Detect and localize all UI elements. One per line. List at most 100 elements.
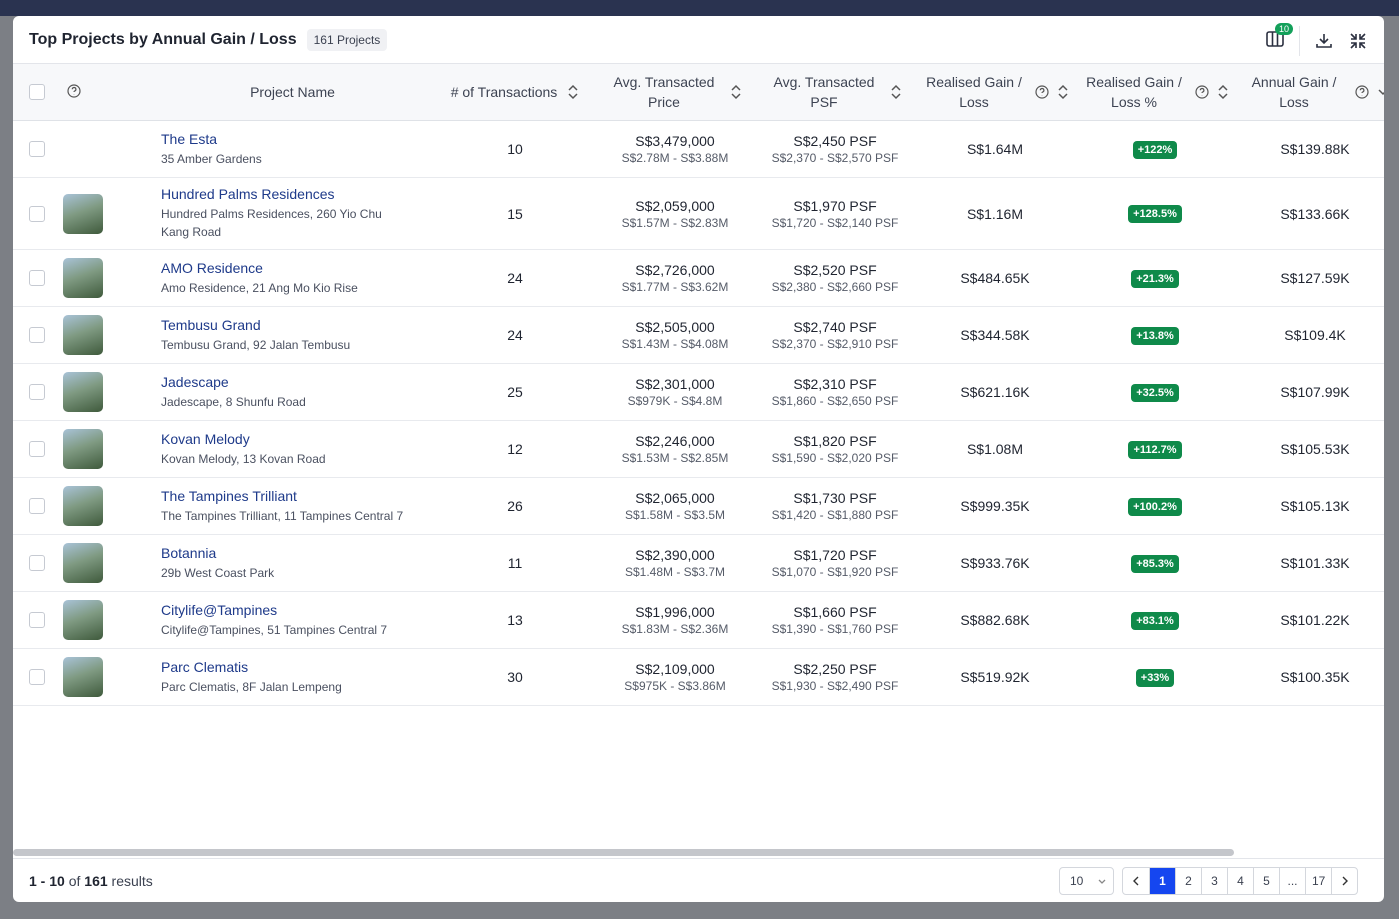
project-name[interactable]: The Tampines Trilliant	[161, 487, 297, 504]
columns-button[interactable]: 10	[1265, 22, 1293, 54]
realised-gain: S$519.92K	[960, 669, 1030, 685]
row-checkbox[interactable]	[29, 441, 45, 457]
checkbox-cell	[13, 205, 55, 222]
project-thumbnail	[63, 600, 103, 640]
price_range: S$1.48M - S$3.7M	[624, 565, 726, 579]
column-header[interactable]: Realised Gain / Loss %	[1075, 72, 1235, 112]
row-checkbox[interactable]	[29, 669, 45, 685]
prev-page[interactable]	[1123, 868, 1149, 894]
project-name[interactable]: The Esta	[161, 130, 218, 147]
page-button[interactable]: 1	[1149, 868, 1175, 894]
price-cell: S$2,505,000 S$1.43M - S$4.08M	[595, 319, 755, 351]
project-name[interactable]: Kovan Melody	[161, 430, 250, 447]
next-page[interactable]	[1331, 868, 1357, 894]
column-header[interactable]: Avg. Transacted PSF	[755, 72, 915, 112]
annual-gain: S$109.4K	[1284, 327, 1346, 343]
row-checkbox[interactable]	[29, 384, 45, 400]
table-row: Citylife@Tampines Citylife@Tampines, 51 T…	[13, 592, 1384, 649]
price_range: S$975K - S$3.86M	[624, 679, 726, 693]
row-checkbox[interactable]	[29, 327, 45, 343]
gain-pct: +112.7%	[1128, 440, 1182, 459]
column-header[interactable]: Project Name	[150, 82, 435, 102]
price-cell: S$2,301,000 S$979K - S$4.8M	[595, 376, 755, 408]
checkbox-cell	[13, 555, 55, 571]
gain-pct: +13.8%	[1131, 326, 1179, 345]
project-thumbnail	[63, 193, 103, 234]
transactions: 13	[507, 612, 523, 628]
realised-gain: S$1.08M	[966, 441, 1024, 457]
price-cell: S$3,479,000 S$2.78M - S$3.88M	[595, 133, 755, 165]
psf: S$2,520 PSF	[793, 262, 877, 278]
download-button[interactable]	[1314, 31, 1334, 51]
gain-pct: +21.3%	[1131, 269, 1179, 288]
modal-header: Top Projects by Annual Gain / Loss 161 P…	[13, 16, 1384, 64]
annual-gain: S$105.13K	[1280, 498, 1350, 514]
annual-gain: S$133.66K	[1280, 205, 1350, 222]
name-cell: Jadescape Jadescape, 8 Shunfu Road	[150, 374, 435, 411]
price_range: S$979K - S$4.8M	[627, 394, 723, 408]
price_range: S$1.57M - S$2.83M	[621, 215, 729, 230]
gain-pct-cell: +83.1%	[1075, 611, 1235, 630]
price-cell: S$2,065,000 S$1.58M - S$3.5M	[595, 490, 755, 522]
project-name[interactable]: Tembusu Grand	[161, 316, 261, 333]
table-row: The Esta 35 Amber Gardens 10 S$3,479,000 S$2…	[13, 121, 1384, 178]
transactions: 26	[507, 498, 523, 514]
name-cell: Kovan Melody Kovan Melody, 13 Kovan Road	[150, 431, 435, 468]
row-checkbox[interactable]	[29, 270, 45, 286]
price: S$3,479,000	[635, 133, 715, 149]
transactions: 11	[507, 555, 523, 571]
column-header[interactable]: Annual Gain / Loss	[1235, 72, 1384, 112]
project-address: 35 Amber Gardens	[161, 151, 262, 166]
table-row: Kovan Melody Kovan Melody, 13 Kovan Road 1…	[13, 421, 1384, 478]
psf: S$1,720 PSF	[793, 547, 877, 563]
row-checkbox[interactable]	[29, 498, 45, 514]
gain-pct-cell: +128.5%	[1075, 204, 1235, 223]
gain-pct: +128.5%	[1128, 205, 1182, 223]
price-cell: S$2,390,000 S$1.48M - S$3.7M	[595, 547, 755, 579]
select-all-checkbox[interactable]	[29, 84, 45, 100]
project-thumbnail	[63, 372, 103, 412]
row-checkbox[interactable]	[29, 141, 45, 157]
project-name[interactable]: Citylife@Tampines	[161, 601, 278, 618]
column-header[interactable]: Avg. Transacted Price	[595, 72, 755, 112]
page-size-select[interactable]: 10	[1059, 867, 1114, 895]
background-app-bar	[0, 0, 1399, 16]
project-address: The Tampines Trilliant, 11 Tampines Cent…	[161, 508, 404, 523]
transactions: 15	[507, 205, 523, 222]
page-button[interactable]: 3	[1201, 868, 1227, 894]
page-size: 10	[1070, 874, 1084, 888]
row-checkbox[interactable]	[29, 555, 45, 571]
project-name[interactable]: Jadescape	[161, 373, 229, 390]
name-cell: Parc Clematis Parc Clematis, 8F Jalan Lem…	[150, 659, 435, 696]
psf_range: S$2,370 - S$2,570 PSF	[771, 151, 899, 165]
page-button[interactable]: ...	[1279, 868, 1305, 894]
page-button[interactable]: 4	[1227, 868, 1253, 894]
row-checkbox[interactable]	[29, 205, 45, 222]
project-name[interactable]: Hundred Palms Residences	[161, 186, 335, 202]
project-name[interactable]: Parc Clematis	[161, 658, 249, 675]
page-button[interactable]: 17	[1305, 868, 1331, 894]
annual-gain: S$101.33K	[1280, 555, 1350, 571]
realised-gain: S$933.76K	[960, 555, 1030, 571]
column-header[interactable]: Realised Gain / Loss	[915, 72, 1075, 112]
collapse-button[interactable]	[1348, 31, 1368, 51]
table-row: Hundred Palms Residences Hundred Palms Re…	[13, 178, 1384, 250]
column-title: # of Transactions	[450, 84, 558, 100]
page-button[interactable]: 2	[1175, 868, 1201, 894]
row-checkbox[interactable]	[29, 612, 45, 628]
gain-pct: +100.2%	[1128, 497, 1182, 516]
page-button[interactable]: 5	[1253, 868, 1279, 894]
price_range: S$1.53M - S$2.85M	[621, 451, 729, 465]
project-name[interactable]: AMO Residence	[161, 259, 263, 276]
project-address: Citylife@Tampines, 51 Tampines Central 7	[161, 622, 388, 637]
horizontal-scrollbar[interactable]	[13, 849, 1234, 856]
checkbox-cell	[13, 612, 55, 628]
project-name[interactable]: Botannia	[161, 544, 217, 561]
columns-count: 10	[1274, 22, 1293, 35]
psf: S$2,310 PSF	[793, 376, 877, 392]
annual-gain: S$139.88K	[1280, 141, 1350, 157]
help-icon[interactable]	[67, 83, 81, 98]
column-header[interactable]: # of Transactions	[435, 82, 595, 102]
table-row: Botannia 29b West Coast Park 11 S$2,390,000…	[13, 535, 1384, 592]
